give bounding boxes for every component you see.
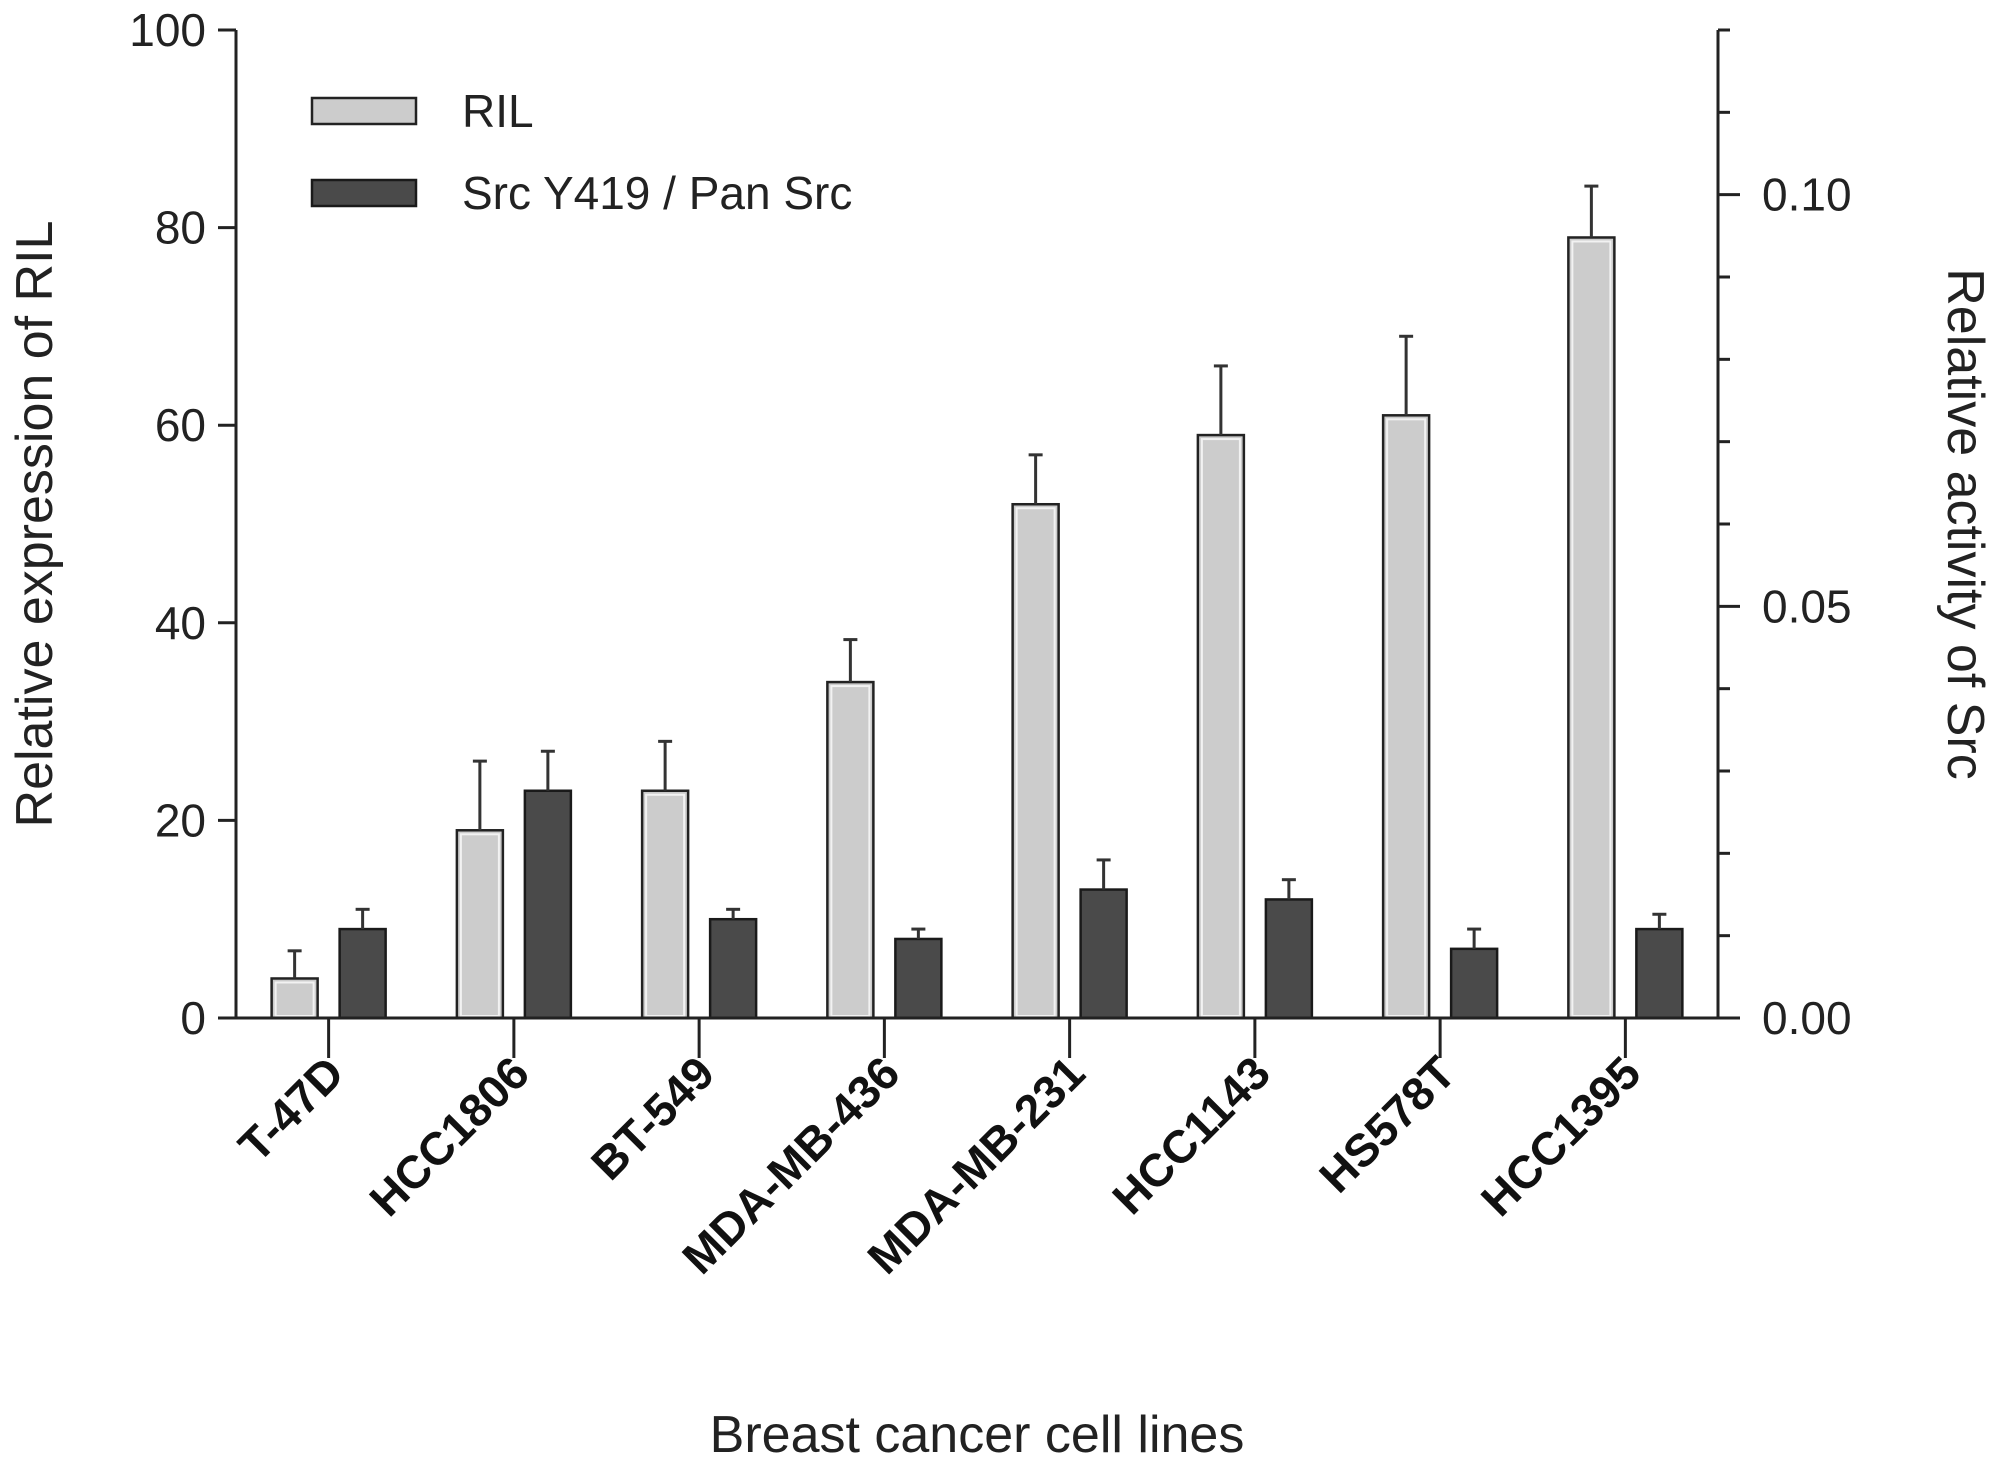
bar-ril [1381, 414, 1431, 1020]
bar-ril-highlight [1200, 438, 1241, 1017]
bar-group [270, 236, 1684, 1020]
y-tick-label-left: 60 [155, 399, 206, 451]
bar-src [1264, 898, 1314, 1020]
bar-ril [640, 789, 690, 1020]
bar-ril [1011, 502, 1060, 1020]
y-tick-label-left: 100 [129, 4, 206, 56]
y-axis-title-right: Relative activity of Src [1936, 268, 1994, 780]
y-tick-label-right: 0.10 [1762, 169, 1852, 221]
bar-ril [270, 977, 319, 1020]
x-tick-label: BT-549 [581, 1046, 724, 1189]
bar-ril [455, 829, 505, 1020]
bar-ril-highlight [830, 685, 871, 1018]
bar-src [1079, 888, 1128, 1020]
bar-ril [826, 680, 875, 1020]
legend-label-ril: RIL [462, 85, 534, 137]
bar-src [708, 917, 758, 1020]
legend-label-src: Src Y419 / Pan Src [462, 167, 852, 219]
legend: RIL Src Y419 / Pan Src [310, 85, 852, 219]
y-tick-label-left: 80 [155, 202, 206, 254]
x-tick-label: HCC1143 [1102, 1046, 1280, 1224]
bar-ril-highlight [1571, 240, 1612, 1018]
bar-ril [1196, 433, 1246, 1020]
x-tick-label: HCC1806 [359, 1046, 539, 1226]
bar-ril-highlight [645, 793, 686, 1018]
bar-ril-highlight [274, 981, 315, 1017]
y-tick-label-left: 0 [180, 992, 206, 1044]
x-tick-label: HCC1395 [1471, 1046, 1651, 1226]
y-tick-label-right: 0.05 [1762, 580, 1852, 632]
legend-swatch-src [310, 178, 418, 208]
bar-src [338, 927, 387, 1020]
bar-src [1449, 947, 1499, 1020]
bar-ril-highlight [1015, 507, 1056, 1017]
y-axis-title-left: Relative expression of RIL [6, 221, 64, 828]
x-axis-title: Breast cancer cell lines [710, 1406, 1245, 1464]
x-tick-label: HS578T [1309, 1046, 1465, 1202]
y-tick-label-right: 0.00 [1762, 992, 1852, 1044]
axes [218, 28, 1740, 1058]
y-tick-label-left: 40 [155, 597, 206, 649]
error-bar-group [287, 184, 1667, 979]
bar-src [523, 789, 573, 1020]
bar-ril [1567, 236, 1616, 1020]
bar-ril-highlight [459, 833, 500, 1018]
y-tick-label-left: 20 [155, 794, 206, 846]
x-tick-label: T-47D [228, 1046, 353, 1171]
legend-swatch-ril [310, 96, 418, 126]
bar-src [1635, 927, 1684, 1020]
bar-ril-highlight [1386, 418, 1427, 1017]
bar-src [894, 937, 943, 1020]
